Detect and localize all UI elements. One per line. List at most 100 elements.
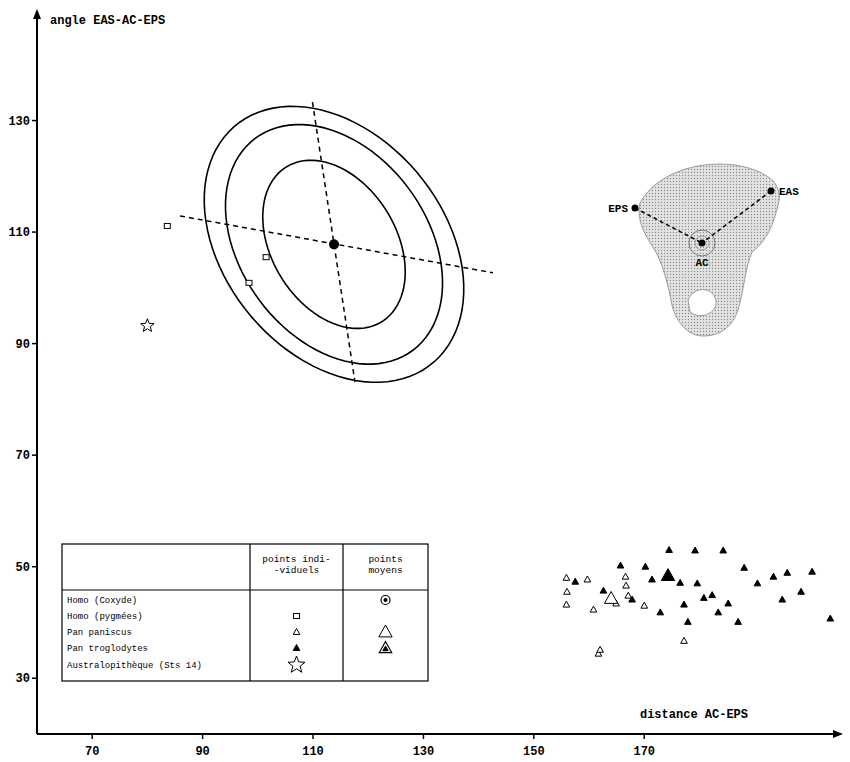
confidence-ellipse [263, 160, 405, 328]
legend-symbol [379, 625, 392, 637]
point [657, 609, 664, 615]
x-tick [423, 734, 425, 739]
x-tick [91, 734, 93, 739]
point [770, 573, 777, 579]
acetabulum [689, 230, 715, 256]
inset-label: AC [695, 257, 709, 269]
point [164, 223, 170, 228]
point [584, 576, 591, 582]
x-tick-label: 130 [413, 745, 435, 759]
point [622, 573, 629, 579]
x-tick-label: 170 [633, 745, 655, 759]
point [720, 547, 727, 553]
pelvis-inset [632, 164, 780, 336]
point [741, 564, 748, 570]
inset-point [632, 205, 639, 212]
point [715, 609, 722, 615]
y-tick [32, 566, 37, 568]
legend-symbol [384, 598, 388, 602]
y-tick [32, 454, 37, 456]
x-tick-label: 70 [85, 745, 99, 759]
x-tick-label: 150 [523, 745, 545, 759]
y-tick [32, 120, 37, 122]
legend-label: Homo (pygmées) [67, 612, 143, 622]
point [709, 592, 716, 598]
principal-axis [312, 102, 355, 382]
confidence-ellipse [226, 125, 443, 365]
point [642, 563, 649, 569]
legend-symbol [294, 614, 300, 619]
point [754, 580, 761, 586]
x-tick [533, 734, 535, 739]
y-axis-title: angle EAS-AC-EPS [50, 14, 165, 28]
y-tick [32, 677, 37, 679]
legend-header: points indi- [262, 554, 330, 565]
point [623, 582, 630, 588]
inset-line [635, 208, 702, 243]
point [809, 568, 816, 574]
legend-frame [62, 544, 428, 681]
point [692, 547, 699, 553]
legend-symbol [383, 646, 388, 651]
point [694, 580, 701, 586]
point [681, 637, 688, 643]
obturator-foramen [688, 290, 716, 316]
inset-point [699, 240, 706, 247]
legend-label: Homo (Coxyde) [67, 596, 137, 606]
x-tick-label: 110 [302, 745, 324, 759]
y-tick [32, 343, 37, 345]
point [564, 588, 571, 594]
point [701, 594, 708, 600]
point [666, 546, 673, 552]
inset-label: EPS [608, 203, 628, 215]
point [735, 618, 742, 624]
mean-point [661, 569, 674, 581]
point [784, 569, 791, 575]
x-axis-title: distance AC-EPS [640, 708, 748, 722]
mean-point [329, 239, 339, 249]
legend-label: Australopithèque (Sts 14) [67, 661, 202, 671]
point [681, 601, 688, 607]
point [677, 579, 684, 585]
y-tick [32, 231, 37, 233]
inset-line [702, 191, 771, 243]
point [597, 646, 604, 652]
x-tick [644, 734, 646, 739]
legend-symbol [379, 642, 391, 653]
x-tick [202, 734, 204, 739]
point [141, 319, 154, 332]
legend-rule [249, 544, 250, 681]
x-tick-label: 90 [195, 745, 209, 759]
legend-header: -viduels [274, 565, 320, 576]
y-tick-label: 110 [8, 226, 30, 240]
y-tick-label: 50 [16, 561, 30, 575]
legend: points indi--viduels pointsmoyens Homo (Co… [62, 544, 428, 681]
point [798, 588, 805, 594]
legend-symbol [293, 645, 300, 651]
legend-header: moyens [368, 565, 402, 576]
legend-symbol [293, 629, 300, 635]
x-axis [37, 733, 839, 735]
confidence-ellipse [204, 106, 463, 382]
point [625, 592, 632, 598]
point [641, 602, 648, 608]
point [725, 600, 732, 606]
pelvis-outline [639, 164, 779, 336]
legend-symbol [288, 656, 305, 672]
point [685, 618, 692, 624]
point [590, 606, 597, 612]
point [563, 601, 570, 607]
legend-symbol [381, 596, 390, 605]
inset-label: EAS [779, 186, 799, 198]
chart: 709011013015017030507090110130angle EAS-… [0, 0, 850, 762]
point [572, 578, 579, 584]
acetabulum-inner [695, 236, 709, 250]
legend-rule [62, 589, 428, 590]
y-tick-label: 130 [8, 115, 30, 129]
legend-label: Pan troglodytes [67, 644, 148, 654]
point [600, 587, 607, 593]
y-tick-label: 70 [16, 449, 30, 463]
legend-header: points [368, 554, 402, 565]
point [246, 280, 252, 285]
y-axis-arrow [33, 9, 41, 19]
